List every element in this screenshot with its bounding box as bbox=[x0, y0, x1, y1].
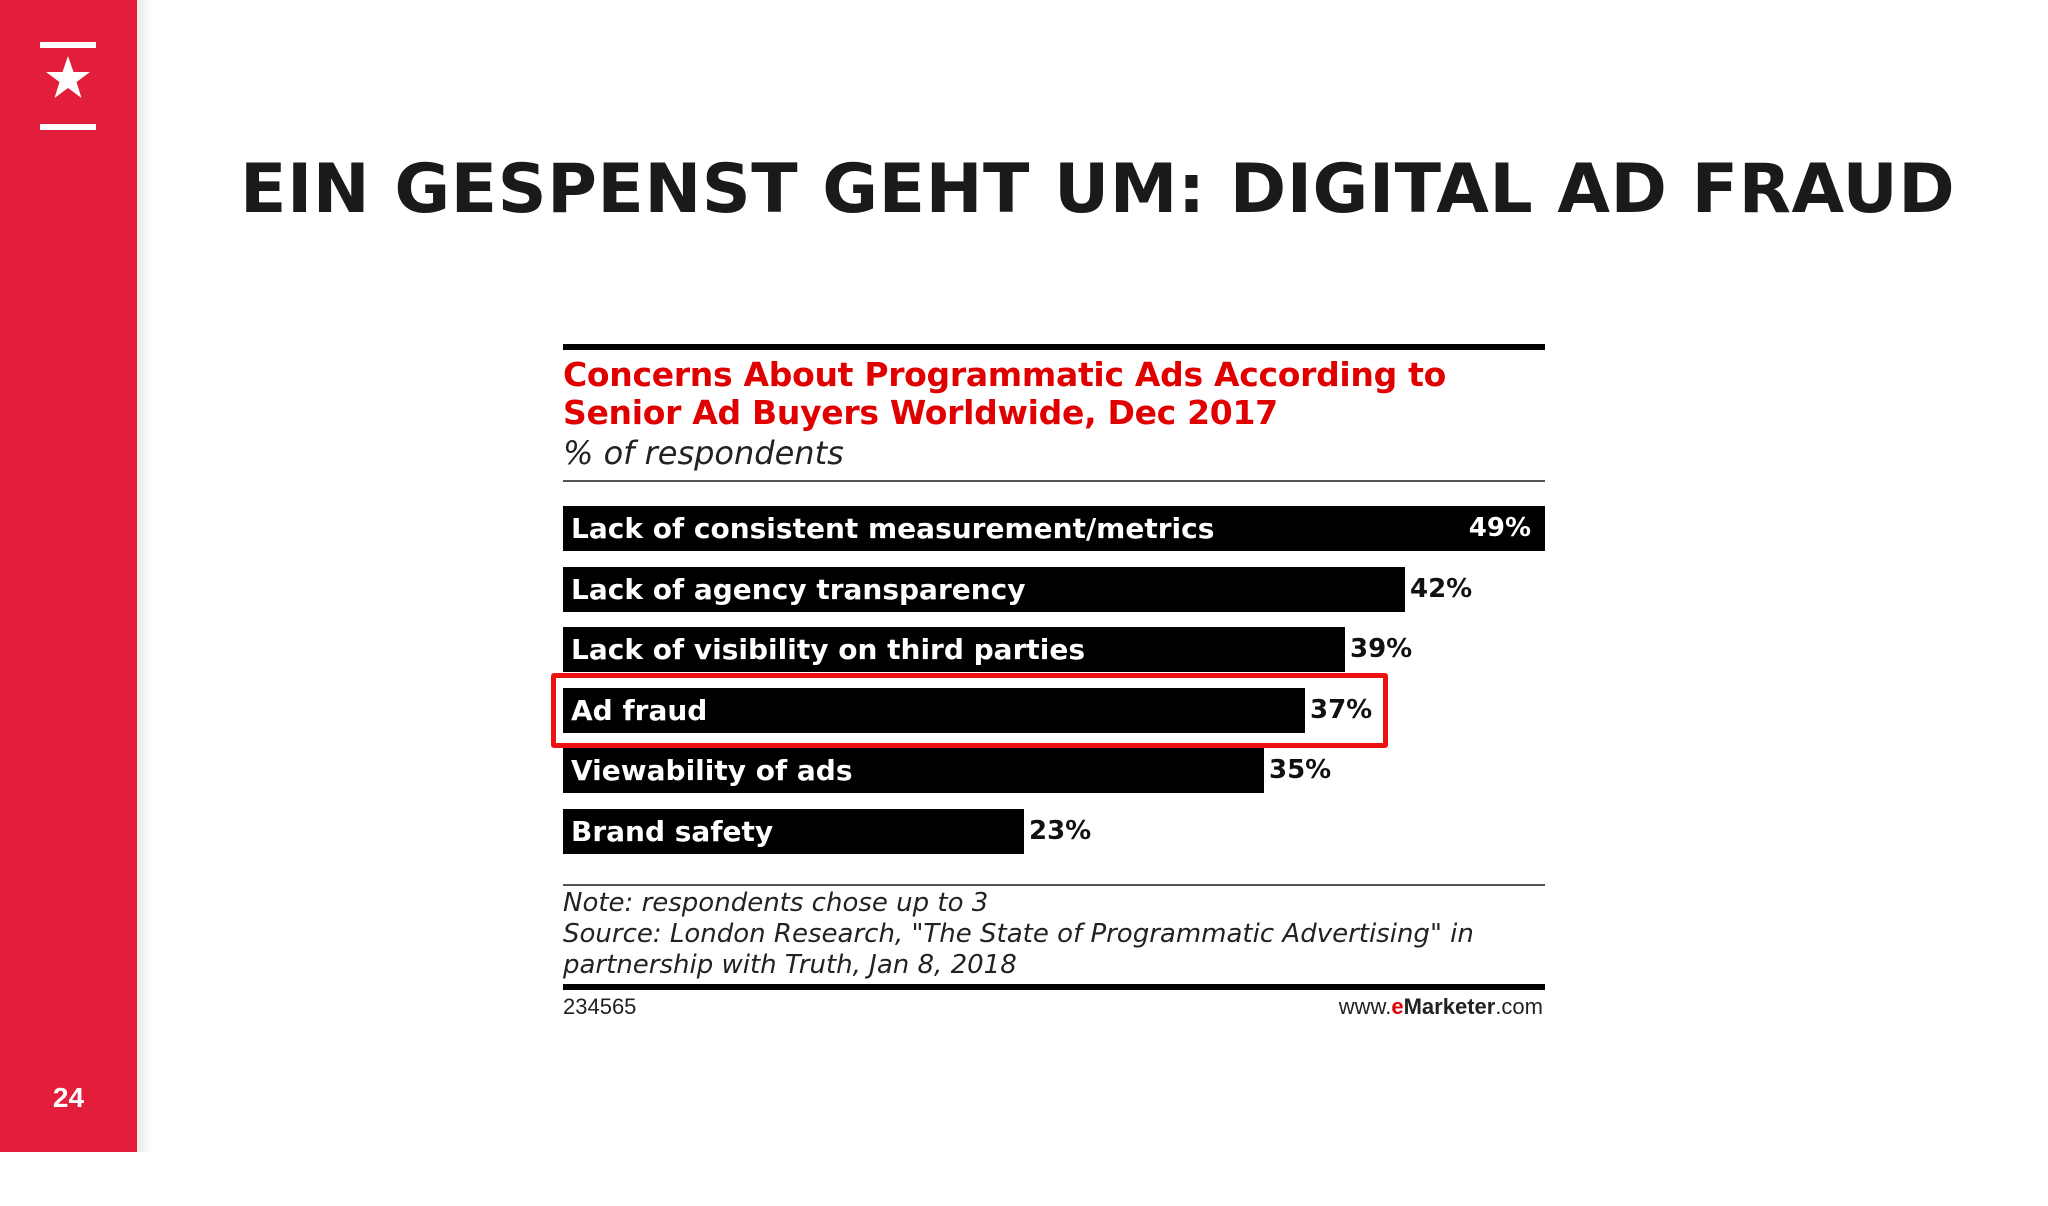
note-line-1: Note: respondents chose up to 3 bbox=[563, 888, 989, 918]
note-line-3: partnership with Truth, Jan 8, 2018 bbox=[563, 950, 1017, 980]
bar-label-lack-of-agency-transparency: Lack of agency transparency bbox=[571, 573, 1026, 606]
bar-value-lack-of-consistent-measurement-metrics: 49% bbox=[1468, 513, 1531, 543]
chart-bottom-rule bbox=[563, 984, 1545, 990]
bar-value-lack-of-agency-transparency: 42% bbox=[1410, 574, 1473, 604]
star-icon bbox=[40, 42, 96, 130]
bar-label-lack-of-visibility-on-third-parties: Lack of visibility on third parties bbox=[571, 633, 1086, 666]
bar-value-ad-fraud: 37% bbox=[1310, 695, 1373, 725]
bar-label-brand-safety: Brand safety bbox=[571, 815, 774, 848]
brand-suffix: .com bbox=[1495, 994, 1543, 1019]
bar-value-viewability-of-ads: 35% bbox=[1269, 755, 1332, 785]
bar-lack-of-consistent-measurement-metrics: Lack of consistent measurement/metrics bbox=[563, 506, 1545, 551]
bar-lack-of-visibility-on-third-parties: Lack of visibility on third parties bbox=[563, 627, 1345, 672]
note-line-2: Source: London Research, "The State of P… bbox=[563, 919, 1474, 949]
bar-viewability-of-ads: Viewability of ads bbox=[563, 748, 1264, 793]
chart-title-line-2: Senior Ad Buyers Worldwide, Dec 2017 bbox=[563, 393, 1278, 432]
bar-label-lack-of-consistent-measurement-metrics: Lack of consistent measurement/metrics bbox=[571, 512, 1215, 545]
page-number: 24 bbox=[52, 1082, 85, 1113]
chart-subtitle: % of respondents bbox=[563, 434, 844, 472]
brand-name: Marketer bbox=[1403, 994, 1496, 1019]
chart-id: 234565 bbox=[563, 994, 637, 1019]
sidebar: 24 bbox=[0, 0, 137, 1152]
chart-top-rule bbox=[563, 344, 1545, 350]
source-brand: www.eMarketer.com bbox=[1339, 994, 1543, 1020]
chart-notes: Note: respondents chose up to 3 Source: … bbox=[563, 888, 1474, 981]
bar-value-lack-of-visibility-on-third-parties: 39% bbox=[1350, 634, 1413, 664]
bar-ad-fraud: Ad fraud bbox=[563, 688, 1305, 733]
bar-label-ad-fraud: Ad fraud bbox=[571, 694, 708, 727]
chart-footer-rule bbox=[563, 884, 1545, 886]
sidebar-shadow bbox=[137, 0, 153, 1152]
bar-brand-safety: Brand safety bbox=[563, 809, 1024, 854]
bar-label-viewability-of-ads: Viewability of ads bbox=[571, 754, 853, 787]
slide-title: EIN GESPENST GEHT UM: DIGITAL AD FRAUD bbox=[240, 150, 1956, 229]
bar-area: Lack of consistent measurement/metrics 49… bbox=[551, 506, 1545, 1206]
highlight-box bbox=[551, 673, 1388, 748]
chart: Concerns About Programmatic Ads Accordin… bbox=[551, 344, 1545, 1026]
chart-header-rule bbox=[563, 480, 1545, 482]
brand-prefix: www. bbox=[1338, 994, 1392, 1019]
bar-lack-of-agency-transparency: Lack of agency transparency bbox=[563, 567, 1405, 612]
brand-e: e bbox=[1391, 994, 1404, 1019]
chart-title: Concerns About Programmatic Ads Accordin… bbox=[563, 356, 1545, 432]
bar-value-brand-safety: 23% bbox=[1029, 816, 1092, 846]
chart-title-line-1: Concerns About Programmatic Ads Accordin… bbox=[563, 355, 1446, 394]
